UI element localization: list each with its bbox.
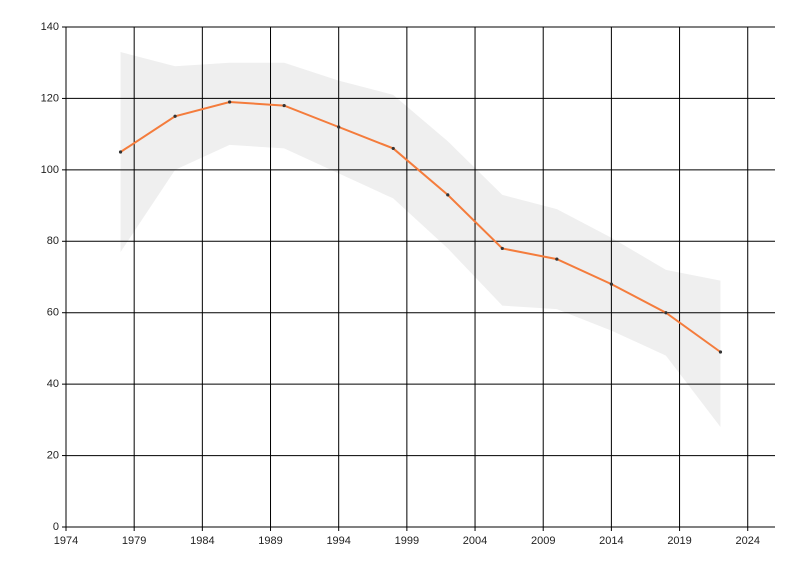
data-point — [555, 257, 559, 261]
y-tick-label: 0 — [53, 521, 59, 533]
x-tick-label: 1999 — [395, 535, 419, 547]
y-tick-label: 80 — [47, 235, 59, 247]
y-tick-label: 140 — [41, 21, 59, 33]
y-tick-label: 20 — [47, 449, 59, 461]
x-tick-label: 2004 — [463, 535, 487, 547]
x-tick-label: 1979 — [122, 535, 146, 547]
x-tick-label: 1984 — [190, 535, 214, 547]
x-tick-label: 2014 — [599, 535, 623, 547]
data-point — [173, 114, 177, 118]
data-point — [228, 100, 232, 104]
x-tick-label: 2009 — [531, 535, 555, 547]
data-point — [391, 146, 395, 151]
y-tick-label: 120 — [41, 92, 59, 104]
data-point — [337, 125, 341, 129]
y-tick-label: 100 — [41, 164, 59, 176]
x-tick-label: 2024 — [735, 535, 759, 547]
data-point — [718, 350, 723, 354]
x-tick-label: 1974 — [54, 535, 78, 547]
data-point — [282, 103, 286, 108]
data-point — [118, 150, 123, 154]
y-tick-label: 60 — [47, 307, 59, 319]
x-tick-label: 1989 — [258, 535, 282, 547]
y-tick-label: 40 — [47, 378, 59, 390]
data-point — [446, 193, 450, 197]
data-point — [664, 311, 668, 315]
data-point — [500, 246, 504, 251]
x-tick-label: 1994 — [326, 535, 350, 547]
x-tick-label: 2019 — [667, 535, 691, 547]
data-line — [119, 100, 722, 353]
confidence-band — [120, 52, 721, 427]
data-point — [609, 282, 613, 286]
